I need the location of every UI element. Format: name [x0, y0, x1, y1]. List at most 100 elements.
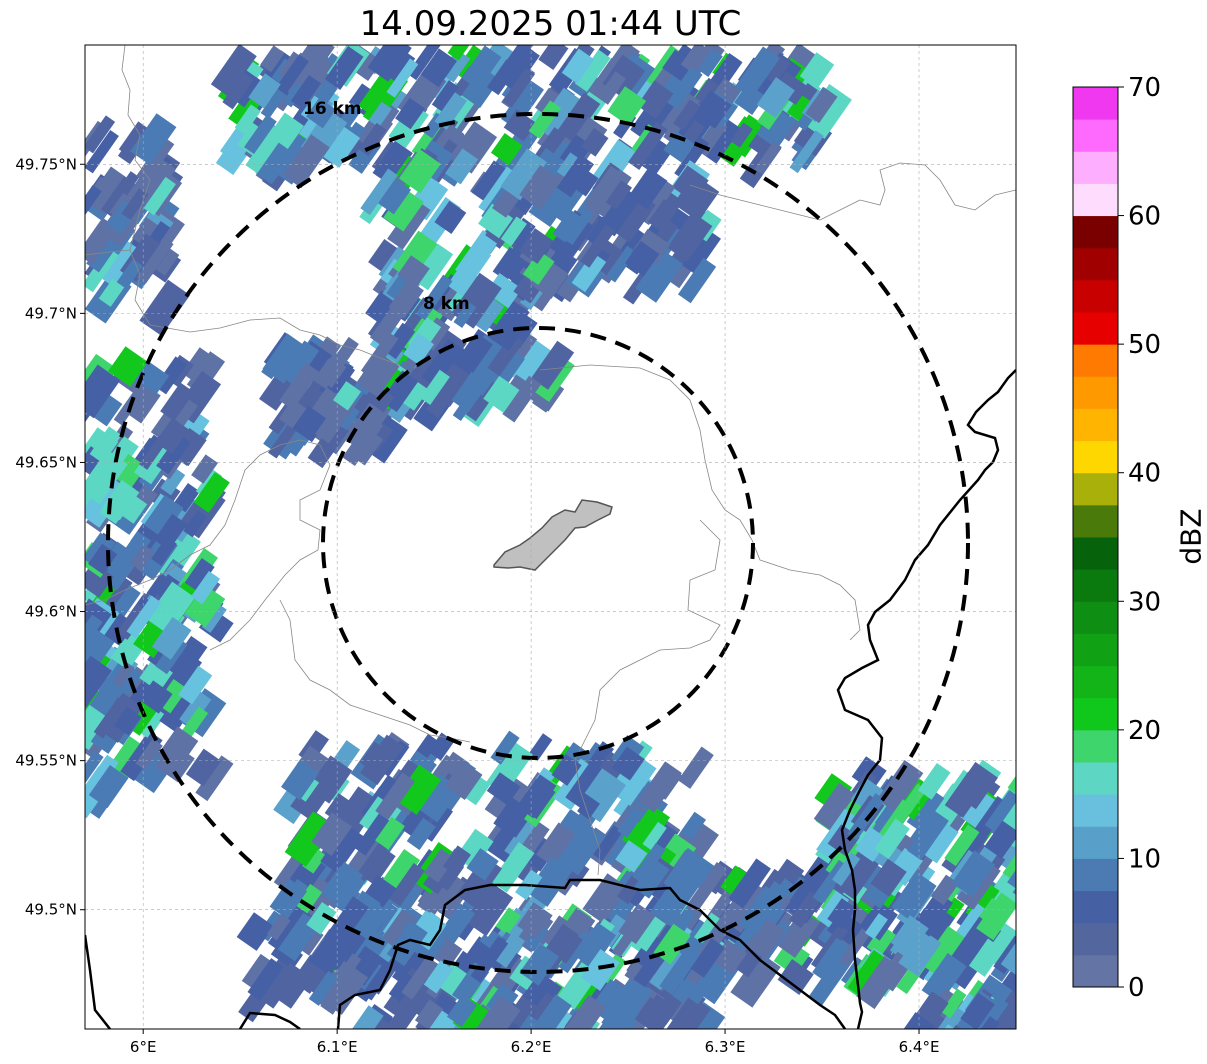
lon-tick-label: 6°E [130, 1038, 157, 1056]
radar-echo-cell [210, 45, 257, 97]
radar-echo-cell [143, 494, 184, 538]
radar-echo-cell [182, 557, 215, 596]
radar-echo-cell [659, 948, 699, 996]
radar-echo-cell [195, 755, 234, 802]
radar-echo-cell [680, 228, 721, 275]
radar-echo-cell [346, 426, 384, 466]
radar-echo-cell [539, 106, 573, 142]
colorbar-tick-label: 30 [1128, 587, 1161, 617]
colorbar-segment [1073, 312, 1118, 345]
map-frame [84, 44, 1017, 1030]
radar-echo-cell [634, 996, 665, 1029]
radar-echo-cell [388, 971, 416, 1002]
radar-echo-cell [680, 45, 706, 71]
colorbar-segment [1073, 376, 1118, 409]
radar-echo-cell [560, 994, 607, 1029]
radar-echo-cell [635, 916, 666, 952]
radar-echo-cell [88, 764, 129, 809]
radar-echo-cell [647, 199, 679, 233]
axis-ticks: 6°E 6.1°E 6.2°E 6.3°E 6.4°E 49.5°N 49.55°N 49.6… [15, 155, 939, 1056]
colorbar-segment [1073, 247, 1118, 281]
lat-tick-label: 49.65°N [15, 453, 77, 471]
radar-echo-cell [951, 850, 996, 898]
radar-echo-cell [245, 125, 285, 174]
radar-echo-cell [383, 322, 416, 360]
radar-echo-cell [356, 964, 390, 1001]
radar-echo-cell [728, 858, 771, 909]
radar-echo-cell [201, 603, 227, 633]
radar-echo-cell [536, 822, 581, 871]
radar-echo-cell [279, 362, 320, 410]
radar-echo-cell [248, 73, 281, 109]
radar-echo-cell [633, 228, 671, 265]
radar-echo-cell [431, 80, 459, 112]
radar-echo-cell [395, 97, 426, 130]
colorbar-tick-label: 20 [1128, 716, 1161, 746]
radar-echo-cell [388, 863, 425, 907]
radar-echo-cell [93, 697, 128, 739]
radar-echo-cell [85, 750, 104, 793]
radar-echo-cell [490, 133, 523, 166]
radar-echo-cell [156, 433, 191, 475]
radar-echo-cell [939, 1024, 978, 1029]
radar-echo-cell [486, 772, 521, 806]
lon-tick-label: 6.3°E [705, 1038, 746, 1056]
colorbar-segment [1073, 408, 1118, 442]
radar-echo-cell [358, 122, 387, 157]
radar-echo-cell [360, 168, 398, 215]
radar-echo-cell [734, 46, 780, 99]
radar-echo-cell [499, 45, 540, 92]
radar-echo-cell [834, 850, 879, 900]
lon-tick-label: 6.1°E [317, 1038, 358, 1056]
lat-tick-label: 49.6°N [25, 603, 77, 621]
radar-echo-cell [154, 513, 188, 551]
radar-echo-cell [302, 847, 327, 874]
colorbar-segment [1073, 440, 1118, 474]
radar-echo-cell [146, 581, 196, 635]
radar-echo-cell [431, 936, 463, 969]
colorbar-frame [1072, 86, 1119, 988]
radar-echo-cell [108, 346, 148, 387]
colorbar-segment [1073, 633, 1118, 667]
colorbar-segment [1073, 472, 1118, 506]
radar-echo-cell [633, 959, 659, 988]
radar-echo-cell [260, 45, 285, 73]
radar-echo-cell [960, 789, 999, 830]
radar-echo-cell [178, 665, 213, 705]
radar-echo-cell [386, 920, 428, 967]
radar-echo-cell [320, 824, 364, 874]
radar-echo-cell [215, 139, 250, 176]
radar-echo-cell [355, 838, 391, 882]
radar-echo-cell [146, 572, 170, 599]
radar-echo-cell [459, 772, 491, 806]
radar-echo-cell [907, 811, 949, 861]
radar-echo-cell [130, 544, 155, 572]
radar-echo-cell [247, 958, 284, 1001]
radar-echo-cell [446, 244, 492, 297]
radar-echo-cell [580, 224, 616, 268]
radar-echo-cell [471, 995, 521, 1029]
radar-echo-cell [500, 216, 527, 247]
radar-echo-cell [323, 866, 349, 896]
radar-echo-cell [615, 840, 648, 873]
colorbar: 0 10 20 30 40 50 60 70 [1072, 73, 1161, 1003]
radar-echo-cell [487, 333, 524, 377]
radar-echo-cell [85, 628, 115, 672]
radar-echo-cell [150, 526, 201, 583]
radar-echo-cell [874, 818, 910, 860]
radar-echo-cell [372, 140, 413, 186]
radar-echo-cell [1013, 980, 1016, 1014]
radar-echo-cell [697, 48, 723, 78]
radar-echo-cell [1000, 955, 1016, 1000]
radar-echo-cell [191, 454, 218, 484]
radar-echo-cell [617, 806, 645, 838]
radar-echo-cell [940, 988, 967, 1019]
radar-echo-cell [624, 240, 660, 277]
colorbar-tick-label: 60 [1128, 202, 1161, 232]
colorbar-segment [1073, 215, 1118, 249]
radar-echo-cell [387, 199, 431, 250]
colorbar-tick-label: 10 [1128, 844, 1161, 874]
radar-echo-cell [558, 930, 593, 974]
radar-echo-cell [976, 892, 1016, 941]
radar-echo-cell [649, 947, 685, 991]
